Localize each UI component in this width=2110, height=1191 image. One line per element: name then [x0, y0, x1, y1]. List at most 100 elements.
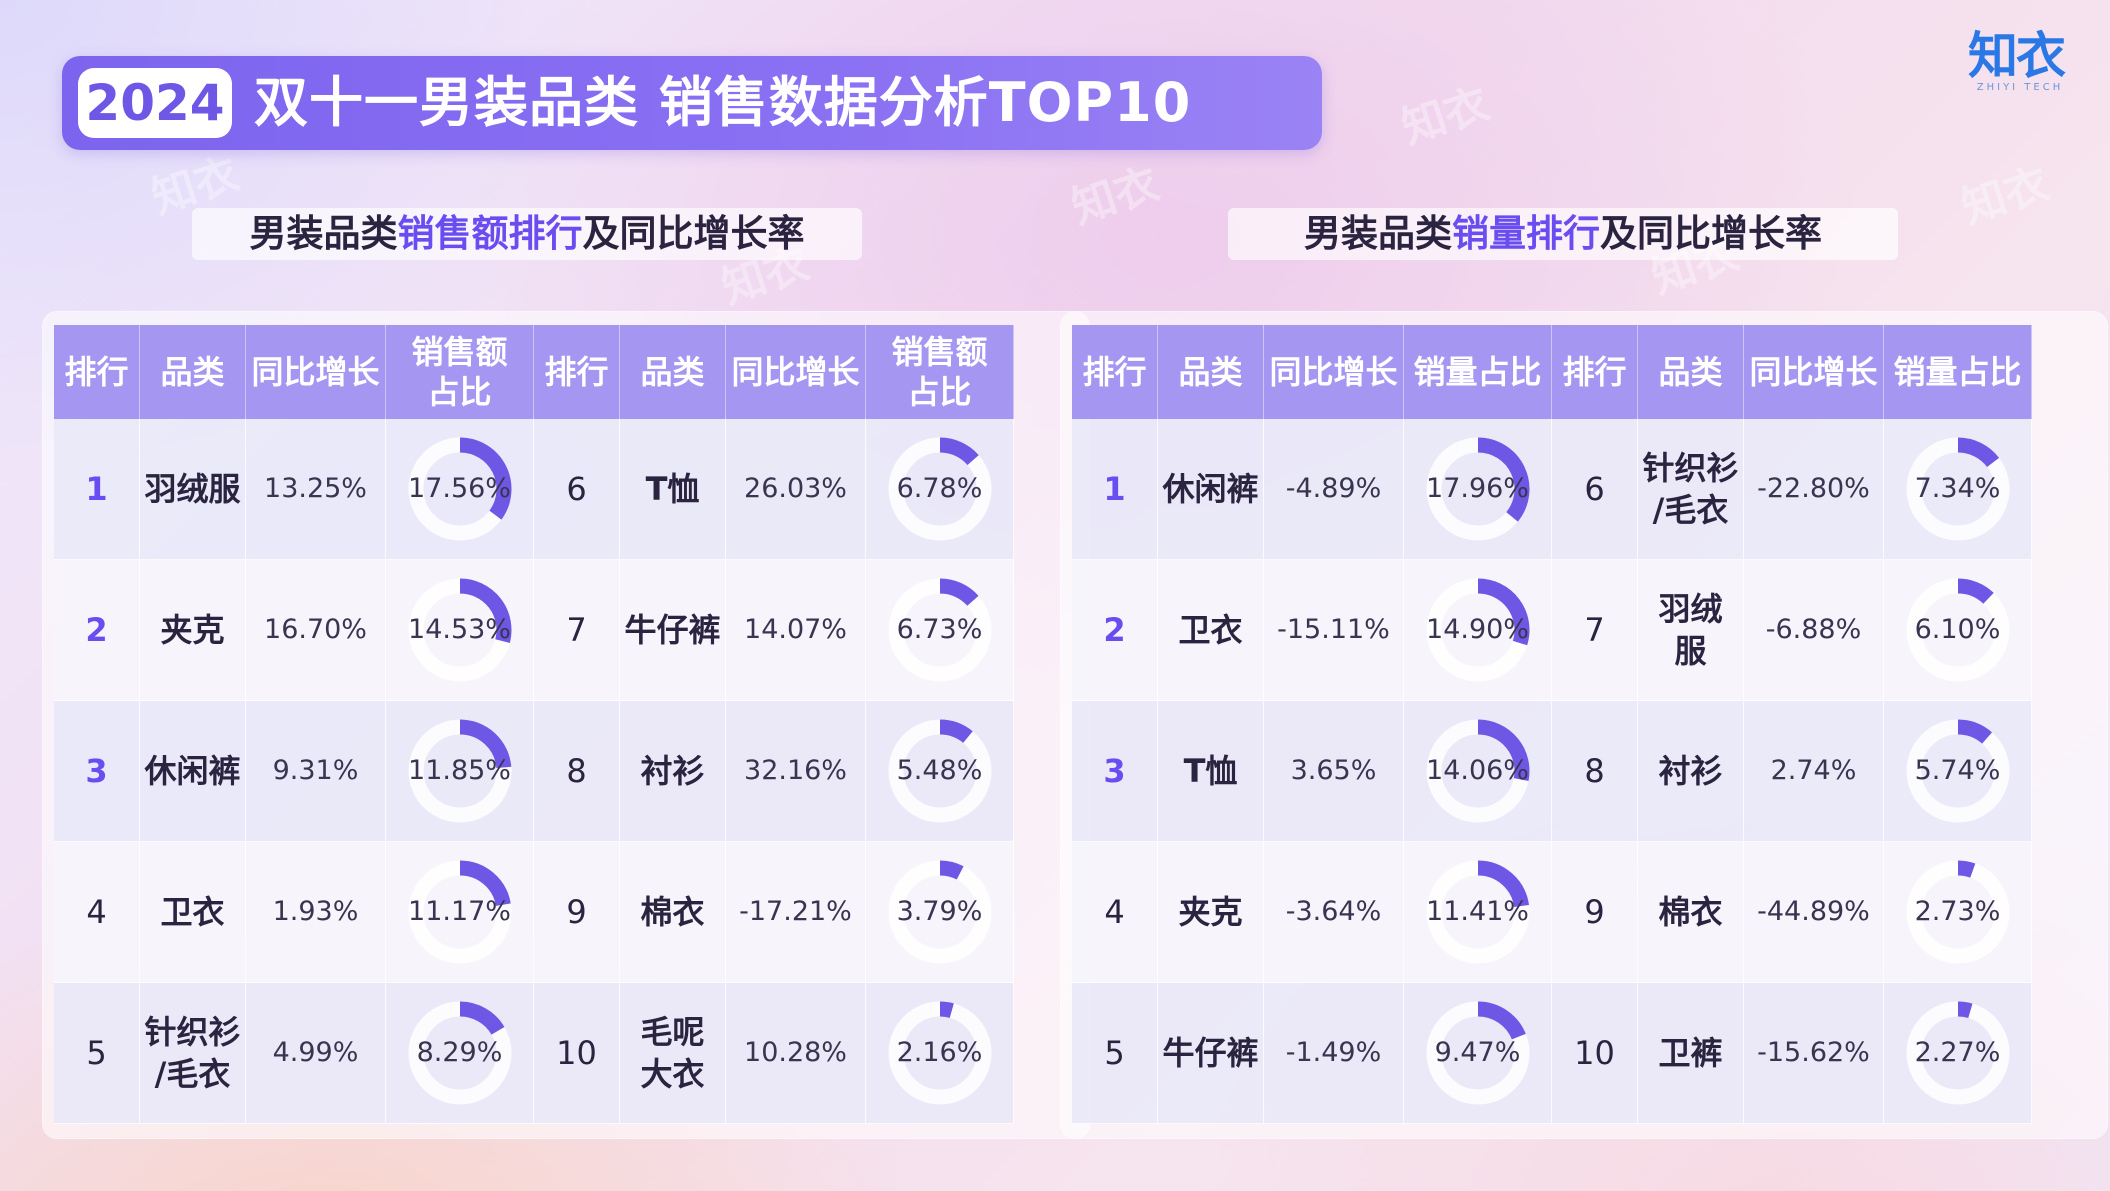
column-header: 品类: [140, 325, 246, 419]
donut-arc-1-4: [1477, 1001, 1526, 1040]
yoy-growth-cell: -3.64%: [1264, 842, 1404, 983]
share-cell: 5.74%: [1884, 701, 2032, 842]
title-banner: 2024 双十一男装品类 销售数据分析TOP10: [62, 56, 1322, 150]
share-donut-1-6: [1906, 578, 2009, 682]
share-cell: 2.16%: [866, 983, 1014, 1124]
share-cell: 11.41%: [1404, 842, 1552, 983]
column-header: 同比增长: [1264, 325, 1404, 419]
share-label: 8.29%: [416, 1037, 503, 1068]
table-header-row: 排行 品类 同比增长 销量占比 排行 品类 同比增长 销量占比: [1072, 325, 2096, 419]
category-cell: 衬衫: [1638, 701, 1744, 842]
table-row: 2 卫衣 -15.11% 14.90% 7 羽绒 服 -6.88% 6.10%: [1072, 560, 2096, 701]
share-cell: 2.73%: [1884, 842, 2032, 983]
donut-arc-0-1: [459, 578, 511, 643]
rank-cell: 8: [534, 701, 620, 842]
rank-cell: 2: [54, 560, 140, 701]
column-header: 同比增长: [726, 325, 866, 419]
rank-cell: 4: [54, 842, 140, 983]
column-header: 销售额 占比: [386, 325, 534, 419]
share-donut-0-2: [408, 719, 511, 823]
column-header: 排行: [534, 325, 620, 419]
rank-cell: 3: [1072, 701, 1158, 842]
rank-cell: 2: [1072, 560, 1158, 701]
category-cell: 卫衣: [1158, 560, 1264, 701]
column-header: 排行: [1552, 325, 1638, 419]
share-cell: 8.29%: [386, 983, 534, 1124]
category-cell: 衬衫: [620, 701, 726, 842]
category-cell: 针织衫 /毛衣: [1638, 419, 1744, 560]
donut-arc-0-4: [459, 1001, 504, 1035]
share-cell: 9.47%: [1404, 983, 1552, 1124]
rank-cell: 7: [534, 560, 620, 701]
rank-cell: 1: [54, 419, 140, 560]
table-row: 4 卫衣 1.93% 11.17% 9 棉衣 -17.21% 3.79%: [54, 842, 1078, 983]
rank-cell: 10: [534, 983, 620, 1124]
rank-cell: 10: [1552, 983, 1638, 1124]
left-title-prefix: 男装品类: [249, 212, 398, 255]
sales-volume-table: 排行 品类 同比增长 销量占比 排行 品类 同比增长 销量占比 1 休闲裤 -4.89% 17.96%…: [1072, 325, 2096, 1125]
category-cell: 休闲裤: [1158, 419, 1264, 560]
donut-arc-1-9: [1957, 1001, 1972, 1019]
share-donut-0-0: [408, 437, 511, 541]
watermark: 知衣: [1065, 158, 1166, 235]
right-title-suffix: 及同比增长率: [1600, 212, 1822, 255]
column-header: 排行: [1072, 325, 1158, 419]
donut-arc-1-0: [1477, 437, 1529, 522]
share-label: 7.34%: [1914, 473, 2001, 504]
table-row: 2 夹克 16.70% 14.53% 7 牛仔裤 14.07% 6.73%: [54, 560, 1078, 701]
left-section-title: 男装品类销售额排行及同比增长率: [192, 208, 862, 260]
category-cell: 羽绒服: [140, 419, 246, 560]
column-header: 销量占比: [1404, 325, 1552, 419]
category-cell: T恤: [1158, 701, 1264, 842]
yoy-growth-cell: 13.25%: [246, 419, 386, 560]
rank-cell: 9: [1552, 842, 1638, 983]
yoy-growth-cell: 2.74%: [1744, 701, 1884, 842]
rank-cell: 9: [534, 842, 620, 983]
right-title-highlight: 销量排行: [1452, 212, 1600, 255]
share-cell: 14.53%: [386, 560, 534, 701]
donut-arc-0-8: [939, 860, 964, 880]
yoy-growth-cell: -15.62%: [1744, 983, 1884, 1124]
yoy-growth-cell: -22.80%: [1744, 419, 1884, 560]
share-label: 2.27%: [1914, 1037, 2001, 1068]
share-cell: 17.56%: [386, 419, 534, 560]
rank-cell: 6: [1552, 419, 1638, 560]
share-label: 5.48%: [896, 755, 983, 786]
sales-volume-table-panel: 排行 品类 同比增长 销量占比 排行 品类 同比增长 销量占比 1 休闲裤 -4.89% 17.96%…: [1061, 312, 2107, 1138]
share-cell: 14.90%: [1404, 560, 1552, 701]
yoy-growth-cell: -6.88%: [1744, 560, 1884, 701]
watermark: 知衣: [1395, 78, 1496, 155]
yoy-growth-cell: 9.31%: [246, 701, 386, 842]
share-label: 6.78%: [896, 473, 983, 504]
share-label: 17.56%: [408, 473, 511, 504]
share-label: 6.10%: [1914, 614, 2001, 645]
left-title-suffix: 及同比增长率: [582, 212, 805, 255]
donut-arc-1-7: [1957, 719, 1992, 744]
column-header: 排行: [54, 325, 140, 419]
table-row: 5 牛仔裤 -1.49% 9.47% 10 卫裤 -15.62% 2.27%: [1072, 983, 2096, 1124]
yoy-growth-cell: -44.89%: [1744, 842, 1884, 983]
share-label: 2.73%: [1914, 896, 2001, 927]
yoy-growth-cell: 26.03%: [726, 419, 866, 560]
yoy-growth-cell: -17.21%: [726, 842, 866, 983]
donut-arc-0-6: [939, 578, 979, 607]
donut-arc-0-2: [459, 719, 511, 769]
column-header: 同比增长: [1744, 325, 1884, 419]
share-donut-0-3: [408, 860, 511, 964]
brand-logo: 知衣 ZHIYI TECH: [1968, 28, 2072, 94]
donut-arc-0-0: [459, 437, 511, 520]
share-donut-0-8: [888, 860, 991, 964]
category-cell: 棉衣: [620, 842, 726, 983]
share-donut-0-9: [888, 1001, 991, 1105]
category-cell: 卫裤: [1638, 983, 1744, 1124]
watermark: 知衣: [1955, 158, 2056, 235]
category-cell: 休闲裤: [140, 701, 246, 842]
yoy-growth-cell: 1.93%: [246, 842, 386, 983]
donut-arc-0-5: [939, 437, 979, 466]
share-label: 6.73%: [896, 614, 983, 645]
share-cell: 17.96%: [1404, 419, 1552, 560]
donut-arc-1-5: [1957, 437, 1999, 468]
page-title: 双十一男装品类 销售数据分析TOP10: [254, 71, 1192, 134]
yoy-growth-cell: 32.16%: [726, 701, 866, 842]
share-label: 14.53%: [408, 614, 511, 645]
